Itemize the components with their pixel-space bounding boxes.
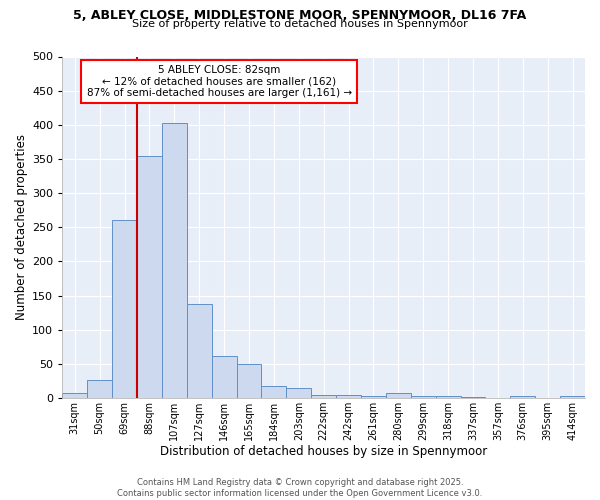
Bar — [62, 394, 87, 398]
Bar — [336, 394, 361, 398]
Bar — [560, 396, 585, 398]
Bar — [262, 386, 286, 398]
Text: Contains HM Land Registry data © Crown copyright and database right 2025.
Contai: Contains HM Land Registry data © Crown c… — [118, 478, 482, 498]
Text: 5, ABLEY CLOSE, MIDDLESTONE MOOR, SPENNYMOOR, DL16 7FA: 5, ABLEY CLOSE, MIDDLESTONE MOOR, SPENNY… — [73, 9, 527, 22]
Bar — [87, 380, 112, 398]
Bar — [112, 220, 137, 398]
Bar — [311, 394, 336, 398]
Bar — [411, 396, 436, 398]
X-axis label: Distribution of detached houses by size in Spennymoor: Distribution of detached houses by size … — [160, 444, 487, 458]
Text: 5 ABLEY CLOSE: 82sqm
← 12% of detached houses are smaller (162)
87% of semi-deta: 5 ABLEY CLOSE: 82sqm ← 12% of detached h… — [86, 65, 352, 98]
Bar — [187, 304, 212, 398]
Bar — [286, 388, 311, 398]
Bar — [436, 396, 461, 398]
Bar — [361, 396, 386, 398]
Bar — [212, 356, 236, 398]
Text: Size of property relative to detached houses in Spennymoor: Size of property relative to detached ho… — [132, 19, 468, 29]
Bar — [511, 396, 535, 398]
Bar — [236, 364, 262, 398]
Y-axis label: Number of detached properties: Number of detached properties — [15, 134, 28, 320]
Bar — [137, 156, 162, 398]
Bar — [461, 396, 485, 398]
Bar — [386, 394, 411, 398]
Bar — [162, 124, 187, 398]
